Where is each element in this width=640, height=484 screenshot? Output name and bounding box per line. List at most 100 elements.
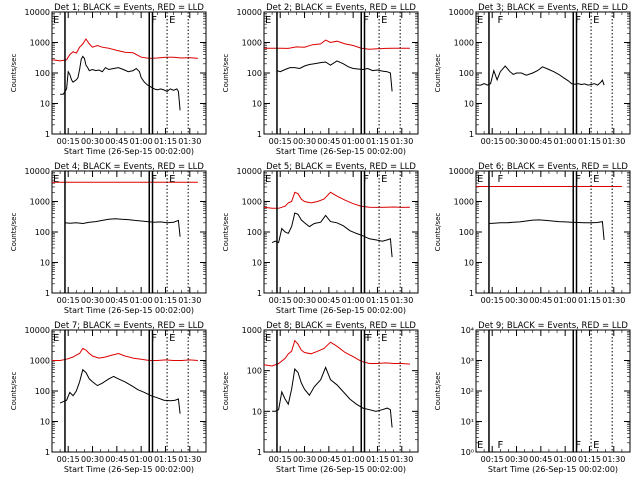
y-tick-label: 10 — [252, 407, 262, 416]
events-series-line — [60, 55, 181, 111]
y-tick-label: 10000 — [237, 167, 262, 176]
y-tick-label: 100 — [459, 228, 474, 237]
y-axis-label: Counts/sec — [222, 54, 230, 93]
x-tick-label: 01:15 — [154, 296, 177, 305]
x-tick-label: 01:15 — [578, 455, 601, 464]
marker-letter: E — [593, 440, 599, 451]
lld-series-line — [264, 39, 410, 50]
y-tick-label: 100 — [247, 367, 262, 376]
marker-letter: F — [151, 15, 157, 26]
y-tick-label: 100 — [35, 228, 50, 237]
plot-frame — [51, 329, 207, 453]
y-tick-label: 1 — [257, 130, 262, 139]
marker-letter: F — [367, 333, 373, 344]
y-axis-label: Counts/sec — [10, 213, 18, 252]
x-tick-label: 00:30 — [293, 455, 316, 464]
y-tick-label: 10³ — [461, 357, 474, 366]
y-tick-label: 10⁴ — [461, 326, 474, 335]
y-tick-label: 10 — [464, 100, 474, 109]
chart-panel-3: Det 3; BLACK = Events, RED = LLD Counts/s… — [434, 3, 631, 146]
marker-letter: E — [381, 333, 387, 344]
x-tick-label: 00:45 — [317, 296, 340, 305]
marker-letter: E — [53, 174, 59, 185]
x-tick-label: 01:30 — [602, 296, 625, 305]
x-axis-label: Start Time (26-Sep-15 00:02:00) — [276, 147, 406, 156]
plot-frame — [263, 11, 419, 135]
x-axis-label: Start Time (26-Sep-15 00:02:00) — [276, 465, 406, 474]
x-tick-label: 01:00 — [554, 296, 577, 305]
y-tick-label: 10 — [252, 100, 262, 109]
y-tick-label: 10¹ — [461, 418, 474, 427]
marker-letter: F — [497, 15, 503, 26]
y-tick-label: 10000 — [237, 8, 262, 17]
y-tick-label: 10² — [461, 387, 474, 396]
x-tick-label: 01:15 — [366, 137, 389, 146]
x-axis-label: Start Time (26-Sep-15 00:02:00) — [64, 465, 194, 474]
chart-title: Det 1; BLACK = Events, RED = LLD — [54, 3, 204, 13]
x-tick-label: 00:30 — [293, 296, 316, 305]
marker-letter: F — [151, 333, 157, 344]
chart-title: Det 4; BLACK = Events, RED = LLD — [54, 162, 204, 172]
x-tick-label: 00:30 — [81, 137, 104, 146]
x-tick-label: 01:15 — [154, 137, 177, 146]
marker-letter: E — [53, 333, 59, 344]
y-tick-label: 1000 — [242, 39, 262, 48]
events-series-line — [271, 212, 393, 258]
y-tick-label: 1 — [257, 448, 262, 457]
x-axis-label: Start Time (26-Sep-15 00:02:00) — [64, 147, 194, 156]
plot-frame — [263, 329, 419, 453]
chart-panel-4: Det 4; BLACK = Events, RED = LLD Counts/s… — [10, 162, 207, 315]
x-tick-label: 01:30 — [602, 455, 625, 464]
marker-letter: E — [169, 15, 175, 26]
x-tick-label: 01:30 — [390, 137, 413, 146]
x-tick-label: 01:30 — [178, 296, 201, 305]
x-tick-label: 00:45 — [105, 455, 128, 464]
x-tick-label: 00:15 — [57, 455, 80, 464]
marker-letter: F — [497, 174, 503, 185]
x-tick-label: 00:30 — [505, 455, 528, 464]
plot-frame — [475, 329, 631, 453]
x-tick-label: 01:00 — [130, 137, 153, 146]
x-tick-label: 01:15 — [366, 296, 389, 305]
chart-title: Det 5; BLACK = Events, RED = LLD — [266, 162, 416, 172]
y-axis-label: Counts/sec — [434, 372, 442, 411]
y-tick-label: 1 — [45, 130, 50, 139]
marker-letter: F — [363, 174, 369, 185]
marker-letter: E — [381, 15, 387, 26]
y-tick-label: 1 — [45, 289, 50, 298]
plot-frame — [51, 11, 207, 135]
chart-panel-7: Det 7; BLACK = Events, RED = LLD Counts/s… — [10, 321, 207, 474]
y-tick-label: 10000 — [25, 8, 50, 17]
x-tick-label: 00:45 — [529, 296, 552, 305]
y-tick-label: 100 — [35, 69, 50, 78]
x-tick-label: 01:00 — [130, 296, 153, 305]
x-tick-label: 00:45 — [317, 137, 340, 146]
x-tick-label: 00:15 — [481, 296, 504, 305]
y-tick-label: 1 — [469, 130, 474, 139]
x-tick-label: 01:30 — [602, 137, 625, 146]
marker-letter: E — [265, 174, 271, 185]
x-tick-label: 00:15 — [269, 455, 292, 464]
y-tick-label: 100 — [247, 228, 262, 237]
x-tick-label: 00:15 — [269, 296, 292, 305]
chart-panel-1: Det 1; BLACK = Events, RED = LLD Counts/s… — [10, 3, 207, 156]
marker-letter: E — [477, 440, 483, 451]
y-tick-label: 1000 — [242, 326, 262, 335]
y-tick-label: 100 — [35, 387, 50, 396]
chart-title: Det 3; BLACK = Events, RED = LLD — [478, 3, 628, 13]
y-tick-label: 1 — [257, 289, 262, 298]
x-tick-label: 00:30 — [81, 296, 104, 305]
marker-letter: F — [497, 440, 503, 451]
y-tick-label: 1000 — [30, 198, 50, 207]
x-tick-label: 00:30 — [505, 137, 528, 146]
x-tick-label: 00:15 — [57, 296, 80, 305]
x-tick-label: 01:30 — [390, 296, 413, 305]
events-series-line — [272, 366, 393, 428]
marker-letter: E — [169, 174, 175, 185]
x-tick-label: 01:00 — [130, 455, 153, 464]
events-series-line — [59, 368, 181, 414]
y-axis-label: Counts/sec — [10, 372, 18, 411]
marker-letter: E — [169, 333, 175, 344]
y-tick-label: 1000 — [30, 39, 50, 48]
y-tick-label: 10000 — [449, 167, 474, 176]
